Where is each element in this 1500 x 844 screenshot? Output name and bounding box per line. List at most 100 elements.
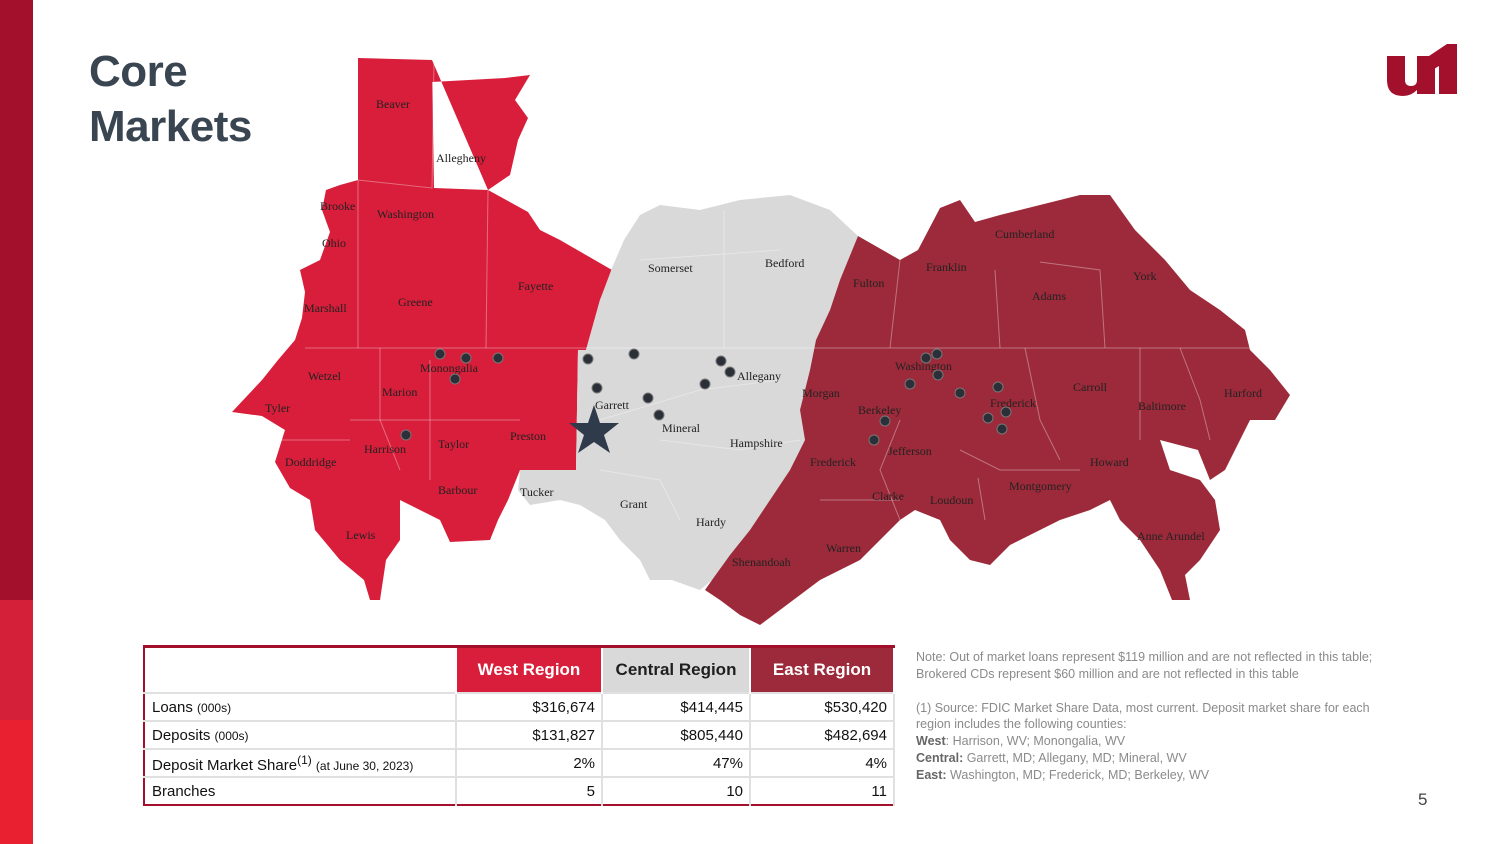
county-label-grant: Grant	[620, 497, 648, 511]
page-title: Core Markets	[89, 44, 252, 154]
branch-marker	[699, 378, 711, 390]
county-label-monongalia: Monongalia	[420, 361, 479, 375]
sidebar-accent-bright	[0, 720, 33, 844]
branch-marker	[628, 348, 640, 360]
county-label-washington-md: Washington	[895, 359, 952, 373]
table-header-east-region: East Region	[750, 646, 895, 693]
sidebar-accent-mid	[0, 600, 33, 720]
branch-marker	[868, 434, 880, 446]
county-label-marion: Marion	[382, 385, 417, 399]
county-label-hardy: Hardy	[696, 515, 726, 529]
county-label-warren: Warren	[826, 541, 861, 555]
branch-marker	[642, 392, 654, 404]
branch-marker	[931, 348, 943, 360]
note-west-label: West	[916, 734, 946, 749]
county-label-ohio: Ohio	[322, 236, 346, 250]
cell-west: 2%	[456, 748, 603, 777]
page-title-line-2: Markets	[89, 102, 252, 151]
branch-marker	[879, 415, 891, 427]
cell-central: $414,445	[602, 692, 751, 721]
county-label-mineral: Mineral	[662, 421, 701, 435]
county-label-garrett: Garrett	[595, 398, 630, 412]
table-row-deposit-market-share: Deposit Market Share(1) (at June 30, 202…	[144, 748, 895, 777]
note-west: West: Harrison, WV; Monongalia, WV	[916, 733, 1376, 750]
note-central: Central: Garrett, MD; Allegany, MD; Mine…	[916, 750, 1376, 767]
table-header-west-region: West Region	[456, 646, 603, 693]
note-east-label: East:	[916, 767, 947, 782]
county-label-loudoun: Loudoun	[930, 493, 973, 507]
branch-marker	[400, 429, 412, 441]
note-west-text: : Harrison, WV; Monongalia, WV	[945, 734, 1126, 749]
cell-central: $805,440	[602, 720, 751, 749]
county-label-berkeley: Berkeley	[858, 403, 901, 417]
sidebar-accent	[0, 0, 33, 844]
county-label-york: York	[1133, 269, 1156, 283]
row-label-unit: (000s)	[214, 728, 249, 743]
county-label-anne-arundel: Anne Arundel	[1137, 529, 1205, 543]
cell-west: $316,674	[456, 692, 603, 721]
east-region-area	[705, 195, 1290, 625]
row-label-text: Deposit Market Share	[152, 756, 298, 774]
table-header-blank	[144, 646, 457, 693]
core-markets-map: Beaver Allegheny Brooke Washington Ohio …	[232, 58, 1290, 625]
table-row-deposits: Deposits (000s) $131,827 $805,440 $482,6…	[144, 720, 895, 749]
row-label-text: Loans	[152, 698, 193, 716]
county-label-harrison: Harrison	[364, 442, 406, 456]
county-label-clarke: Clarke	[872, 489, 904, 503]
sidebar-accent-dark	[0, 0, 33, 600]
page-title-line-1: Core	[89, 47, 188, 96]
table-header-central-region: Central Region	[602, 646, 751, 693]
cell-central: 10	[602, 776, 751, 805]
cell-west: $131,827	[456, 720, 603, 749]
note-east: East: Washington, MD; Frederick, MD; Ber…	[916, 767, 1376, 784]
row-label: Deposits (000s)	[144, 720, 457, 749]
county-label-baltimore: Baltimore	[1138, 399, 1186, 413]
row-label-text: Deposits	[152, 726, 211, 744]
county-label-lewis: Lewis	[346, 528, 376, 542]
county-label-hampshire: Hampshire	[730, 436, 783, 450]
county-label-allegany: Allegany	[737, 369, 781, 383]
county-label-beaver: Beaver	[376, 97, 410, 111]
note-central-label: Central:	[916, 750, 964, 765]
note-out-of-market: Note: Out of market loans represent $119…	[916, 650, 1373, 681]
branch-marker	[724, 366, 736, 378]
county-label-doddridge: Doddridge	[285, 455, 336, 469]
table-header-row: West Region Central Region East Region	[144, 646, 895, 693]
note-central-text: Garrett, MD; Allegany, MD; Mineral, WV	[963, 750, 1187, 765]
county-label-franklin: Franklin	[926, 260, 967, 274]
branch-marker	[982, 412, 994, 424]
branch-marker	[434, 348, 446, 360]
branch-marker	[460, 352, 472, 364]
west-region-area	[232, 58, 612, 600]
cell-west: 5	[456, 776, 603, 805]
county-label-frederick-va: Frederick	[810, 455, 856, 469]
branch-marker	[582, 353, 594, 365]
county-label-howard: Howard	[1090, 455, 1129, 469]
branch-marker	[492, 352, 504, 364]
county-label-jefferson: Jefferson	[888, 444, 932, 458]
branch-marker	[932, 369, 944, 381]
note-source: (1) Source: FDIC Market Share Data, most…	[916, 700, 1370, 732]
table-row-branches: Branches 5 10 11	[144, 776, 895, 805]
row-label: Branches	[144, 776, 457, 805]
county-label-washington-pa: Washington	[377, 207, 434, 221]
cell-east: $530,420	[750, 692, 895, 721]
branch-marker	[715, 355, 727, 367]
county-label-carroll: Carroll	[1073, 380, 1108, 394]
note-east-text: Washington, MD; Frederick, MD; Berkeley,…	[946, 767, 1210, 782]
branch-marker	[904, 378, 916, 390]
county-label-taylor: Taylor	[438, 437, 469, 451]
branch-marker	[992, 381, 1004, 393]
county-label-barbour: Barbour	[438, 483, 477, 497]
branch-marker	[954, 387, 966, 399]
county-label-fulton: Fulton	[853, 276, 884, 290]
county-label-brooke: Brooke	[320, 199, 355, 213]
row-label: Deposit Market Share(1) (at June 30, 202…	[144, 748, 457, 777]
regional-metrics-table: West Region Central Region East Region L…	[143, 645, 895, 806]
cell-east: 4%	[750, 748, 895, 777]
county-label-somerset: Somerset	[648, 261, 693, 275]
branch-marker	[653, 409, 665, 421]
county-label-bedford: Bedford	[765, 256, 804, 270]
branch-marker	[920, 352, 932, 364]
cell-east: 11	[750, 776, 895, 805]
